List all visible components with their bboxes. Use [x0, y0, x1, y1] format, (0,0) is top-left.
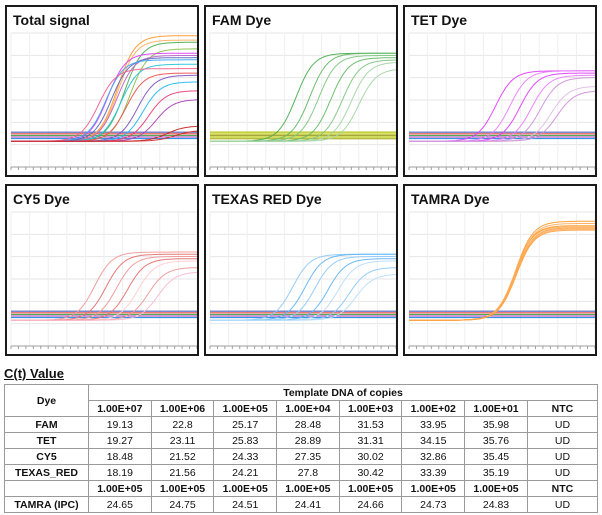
panel-title: FAM Dye — [212, 12, 272, 28]
copies-column-header: 1.00E+04 — [276, 400, 340, 417]
amplification-plot — [408, 211, 595, 349]
ct-value-cell: 31.31 — [338, 432, 403, 449]
amplification-curve — [409, 229, 595, 321]
ct-value-cell: UD — [526, 464, 599, 481]
dye-name: CY5 — [4, 448, 89, 465]
panel-title: TAMRA Dye — [411, 191, 490, 207]
copies-column-header: 1.00E+03 — [338, 400, 403, 417]
amplification-panel: TAMRA Dye — [403, 184, 597, 356]
ct-value-cell: 35.98 — [464, 416, 528, 433]
dye-name: FAM — [4, 416, 89, 433]
ct-value-cell: 28.89 — [276, 432, 340, 449]
amplification-plot-grid: Total signal FAM Dye TET Dye CY5 Dye TEXAS R… — [5, 5, 597, 356]
ct-value-cell: 24.65 — [88, 496, 152, 513]
table-row: TAMRA (IPC) 24.65 24.75 24.51 24.41 24.66 24.7… — [4, 496, 599, 513]
ct-value-cell: 24.51 — [213, 496, 278, 513]
panel-title: CY5 Dye — [13, 191, 70, 207]
amplification-plot — [209, 32, 396, 170]
amplification-curve — [409, 90, 595, 142]
ipc-column-header: 1.00E+05 — [464, 480, 528, 497]
ipc-column-header: 1.00E+05 — [276, 480, 340, 497]
ct-value-cell: 24.73 — [401, 496, 466, 513]
amplification-curve — [11, 130, 197, 142]
ct-value-cell: 31.53 — [338, 416, 403, 433]
amplification-panel: CY5 Dye — [5, 184, 199, 356]
ct-value-table: Dye Template DNA of copies 1.00E+07 1.00E+0… — [4, 384, 599, 513]
ct-value-cell: 33.39 — [401, 464, 466, 481]
ct-value-cell: UD — [526, 496, 599, 513]
copies-column-header: 1.00E+06 — [150, 400, 215, 417]
amplification-plot — [10, 32, 197, 170]
panel-title: TEXAS RED Dye — [212, 191, 322, 207]
copies-column-header: NTC — [526, 400, 599, 417]
dye-column-header: Dye — [4, 384, 89, 417]
ct-value-cell: 21.52 — [150, 448, 215, 465]
copies-column-header: 1.00E+01 — [464, 400, 528, 417]
ct-value-cell: 22.8 — [150, 416, 215, 433]
ct-value-cell: 19.27 — [88, 432, 152, 449]
ct-value-cell: 30.42 — [338, 464, 403, 481]
table-header-row: 1.00E+07 1.00E+06 1.00E+05 1.00E+04 1.00E+03… — [5, 400, 599, 417]
ct-value-cell: 18.19 — [88, 464, 152, 481]
ipc-column-header: 1.00E+05 — [150, 480, 215, 497]
ct-value-cell: 27.8 — [276, 464, 340, 481]
copies-column-header: 1.00E+02 — [401, 400, 466, 417]
amplification-plot — [209, 211, 396, 349]
amplification-panel: TEXAS RED Dye — [204, 184, 398, 356]
ct-value-cell: 25.17 — [213, 416, 278, 433]
dye-name: TET — [4, 432, 89, 449]
ct-value-cell: UD — [526, 416, 599, 433]
ct-value-cell: 28.48 — [276, 416, 340, 433]
ct-value-cell: 24.33 — [213, 448, 278, 465]
amplification-curve — [11, 271, 197, 321]
ipc-column-header: 1.00E+05 — [88, 480, 152, 497]
amplification-panel: Total signal — [5, 5, 199, 177]
ct-value-cell: 18.48 — [88, 448, 152, 465]
ct-value-cell: 32.86 — [401, 448, 466, 465]
ct-value-cell: UD — [526, 448, 599, 465]
ct-value-cell: 30.02 — [338, 448, 403, 465]
ipc-column-header: 1.00E+05 — [338, 480, 403, 497]
ct-value-cell: 19.13 — [88, 416, 152, 433]
ct-value-cell: 23.11 — [150, 432, 215, 449]
table-row: CY5 18.48 21.52 24.33 27.35 30.02 32.86 35.45 UD — [4, 448, 599, 465]
panel-title: Total signal — [13, 12, 90, 28]
ct-value-cell: 21.56 — [150, 464, 215, 481]
ipc-column-header: 1.00E+05 — [213, 480, 278, 497]
ct-value-cell: 33.95 — [401, 416, 466, 433]
amplification-plot — [408, 32, 595, 170]
amplification-curve — [210, 274, 396, 321]
ct-value-cell: 24.83 — [464, 496, 528, 513]
amplification-plot — [10, 211, 197, 349]
ct-value-cell: 34.15 — [401, 432, 466, 449]
ipc-column-header: NTC — [526, 480, 599, 497]
dye-name: TAMRA (IPC) — [4, 496, 89, 513]
ct-value-cell: 24.66 — [338, 496, 403, 513]
table-header-row: Dye Template DNA of copies — [4, 384, 598, 417]
table-row: TET 19.27 23.11 25.83 28.89 31.31 34.15 35.76 UD — [4, 432, 599, 449]
ct-value-cell: 24.41 — [276, 496, 340, 513]
ct-value-cell: 35.19 — [464, 464, 528, 481]
table-row: TEXAS_RED 18.19 21.56 24.21 27.8 30.42 33.39 35… — [4, 464, 599, 481]
ct-value-cell: 24.21 — [213, 464, 278, 481]
ct-value-cell: 27.35 — [276, 448, 340, 465]
amplification-panel: FAM Dye — [204, 5, 398, 177]
ct-value-heading: C(t) Value — [4, 366, 64, 381]
ct-value-cell: 35.76 — [464, 432, 528, 449]
ct-value-cell: 25.83 — [213, 432, 278, 449]
ct-value-cell: 35.45 — [464, 448, 528, 465]
template-dna-header: Template DNA of copies — [88, 384, 598, 401]
amplification-panel: TET Dye — [403, 5, 597, 177]
table-row: FAM 19.13 22.8 25.17 28.48 31.53 33.95 35.98 UD — [4, 416, 599, 433]
copies-column-header: 1.00E+07 — [88, 400, 152, 417]
empty-cell — [4, 480, 89, 497]
table-header-row: 1.00E+05 1.00E+05 1.00E+05 1.00E+05 1.00E+05… — [4, 480, 599, 497]
ct-value-cell: 24.75 — [150, 496, 215, 513]
copies-column-header: 1.00E+05 — [213, 400, 278, 417]
dye-name: TEXAS_RED — [4, 464, 89, 481]
ipc-column-header: 1.00E+05 — [401, 480, 466, 497]
panel-title: TET Dye — [411, 12, 468, 28]
ct-value-cell: UD — [526, 432, 599, 449]
amplification-curve — [210, 69, 396, 142]
